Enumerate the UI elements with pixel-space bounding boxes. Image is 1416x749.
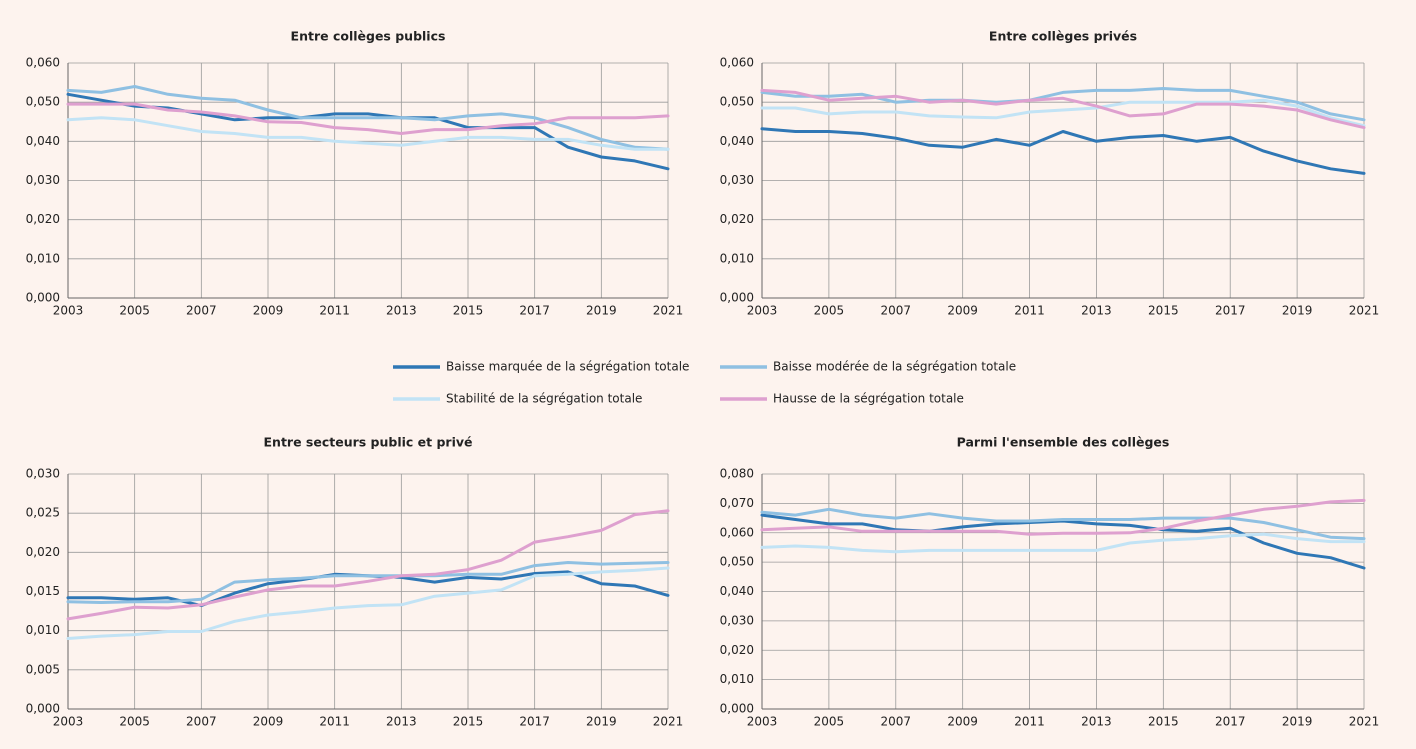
x-tick-label: 2019 <box>586 715 617 729</box>
y-tick-label: 0,030 <box>720 173 754 187</box>
x-tick-label: 2021 <box>1349 715 1380 729</box>
y-tick-label: 0,000 <box>26 702 60 716</box>
series-line <box>66 85 670 151</box>
series-line <box>66 102 670 135</box>
x-tick-label: 2007 <box>186 715 217 729</box>
y-tick-label: 0,030 <box>26 467 60 481</box>
y-tick-label: 0,080 <box>720 467 754 481</box>
y-tick-label: 0,050 <box>720 555 754 569</box>
x-tick-label: 2009 <box>253 715 284 729</box>
x-tick-label: 2013 <box>1081 715 1112 729</box>
series-line <box>760 98 1366 128</box>
series-line <box>760 88 1366 130</box>
y-tick-label: 0,070 <box>720 496 754 510</box>
x-tick-label: 2009 <box>253 304 284 318</box>
x-tick-label: 2005 <box>814 715 845 729</box>
y-tick-label: 0,000 <box>720 291 754 305</box>
x-tick-label: 2019 <box>1282 715 1313 729</box>
x-tick-label: 2011 <box>319 304 350 318</box>
y-tick-label: 0,010 <box>26 251 60 265</box>
series-line <box>760 87 1366 122</box>
chart-title: Parmi l'ensemble des collèges <box>957 435 1170 450</box>
series-line <box>66 561 670 604</box>
x-tick-label: 2015 <box>1148 304 1179 318</box>
chart-title: Entre collèges privés <box>989 29 1137 44</box>
y-tick-label: 0,015 <box>26 584 60 598</box>
x-tick-label: 2003 <box>747 304 778 318</box>
x-tick-label: 2009 <box>947 304 978 318</box>
y-tick-label: 0,025 <box>26 506 60 520</box>
series-line <box>66 92 670 171</box>
series-line <box>66 566 670 640</box>
x-tick-label: 2017 <box>1215 715 1246 729</box>
y-tick-label: 0,050 <box>26 95 60 109</box>
x-tick-label: 2013 <box>1081 304 1112 318</box>
y-tick-label: 0,010 <box>720 672 754 686</box>
y-tick-label: 0,030 <box>720 613 754 627</box>
x-tick-label: 2009 <box>947 715 978 729</box>
chart-title: Entre collèges publics <box>291 29 446 44</box>
chart-title: Entre secteurs public et privé <box>264 435 473 450</box>
x-tick-label: 2007 <box>881 304 912 318</box>
x-tick-label: 2017 <box>519 304 550 318</box>
x-tick-label: 2003 <box>53 715 84 729</box>
x-tick-label: 2019 <box>586 304 617 318</box>
x-tick-label: 2021 <box>653 304 684 318</box>
x-tick-label: 2015 <box>453 715 484 729</box>
y-tick-label: 0,040 <box>26 134 60 148</box>
x-tick-label: 2003 <box>747 715 778 729</box>
x-tick-label: 2021 <box>653 715 684 729</box>
x-tick-label: 2007 <box>186 304 217 318</box>
y-tick-label: 0,060 <box>26 56 60 70</box>
x-tick-label: 2005 <box>119 715 150 729</box>
x-tick-label: 2003 <box>53 304 84 318</box>
y-tick-label: 0,020 <box>720 212 754 226</box>
y-tick-label: 0,040 <box>720 584 754 598</box>
y-tick-label: 0,020 <box>26 545 60 559</box>
y-tick-label: 0,050 <box>720 95 754 109</box>
series-line <box>760 498 1366 536</box>
y-tick-label: 0,060 <box>720 56 754 70</box>
x-tick-label: 2011 <box>1014 304 1045 318</box>
y-tick-label: 0,010 <box>26 623 60 637</box>
x-tick-label: 2015 <box>453 304 484 318</box>
y-tick-label: 0,000 <box>720 702 754 716</box>
x-tick-label: 2013 <box>386 304 417 318</box>
x-tick-label: 2015 <box>1148 715 1179 729</box>
y-tick-label: 0,030 <box>26 173 60 187</box>
y-tick-label: 0,020 <box>26 212 60 226</box>
y-tick-label: 0,040 <box>720 134 754 148</box>
y-tick-label: 0,060 <box>720 525 754 539</box>
x-tick-label: 2005 <box>814 304 845 318</box>
legend-label: Baisse modérée de la ségrégation totale <box>773 360 1016 374</box>
x-tick-label: 2017 <box>1215 304 1246 318</box>
y-tick-label: 0,010 <box>720 251 754 265</box>
y-tick-label: 0,005 <box>26 662 60 676</box>
series-line <box>760 507 1366 541</box>
series-line <box>760 127 1366 175</box>
x-tick-label: 2019 <box>1282 304 1313 318</box>
y-tick-label: 0,000 <box>26 291 60 305</box>
legend-label: Hausse de la ségrégation totale <box>773 392 964 406</box>
x-tick-label: 2017 <box>519 715 550 729</box>
x-tick-label: 2021 <box>1349 304 1380 318</box>
x-tick-label: 2011 <box>1014 715 1045 729</box>
x-tick-label: 2013 <box>386 715 417 729</box>
x-tick-label: 2011 <box>319 715 350 729</box>
x-tick-label: 2005 <box>119 304 150 318</box>
x-tick-label: 2007 <box>881 715 912 729</box>
series-line <box>66 509 670 621</box>
legend-label: Baisse marquée de la ségrégation totale <box>446 360 689 374</box>
series-line <box>66 116 670 151</box>
legend-label: Stabilité de la ségrégation totale <box>446 392 642 406</box>
y-tick-label: 0,020 <box>720 643 754 657</box>
series-line <box>760 532 1366 554</box>
